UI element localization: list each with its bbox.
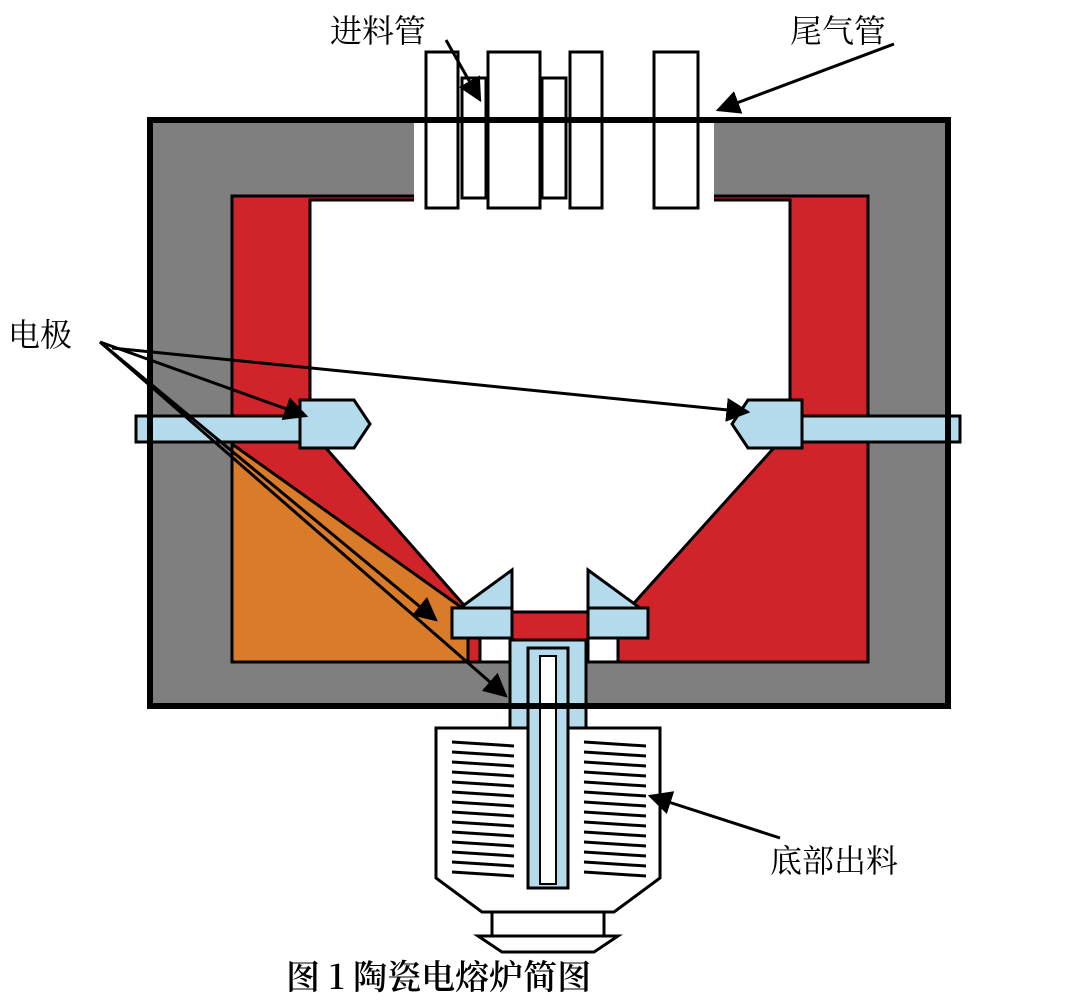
label-electrode: 电极	[8, 310, 72, 356]
diagram-svg	[0, 0, 1080, 1004]
label-feed-pipe: 进料管	[330, 6, 426, 52]
figure-caption: 图 1 陶瓷电熔炉简图	[286, 950, 591, 999]
label-bottom-discharge: 底部出料	[770, 836, 898, 882]
label-tail-gas-pipe: 尾气管	[790, 6, 886, 52]
